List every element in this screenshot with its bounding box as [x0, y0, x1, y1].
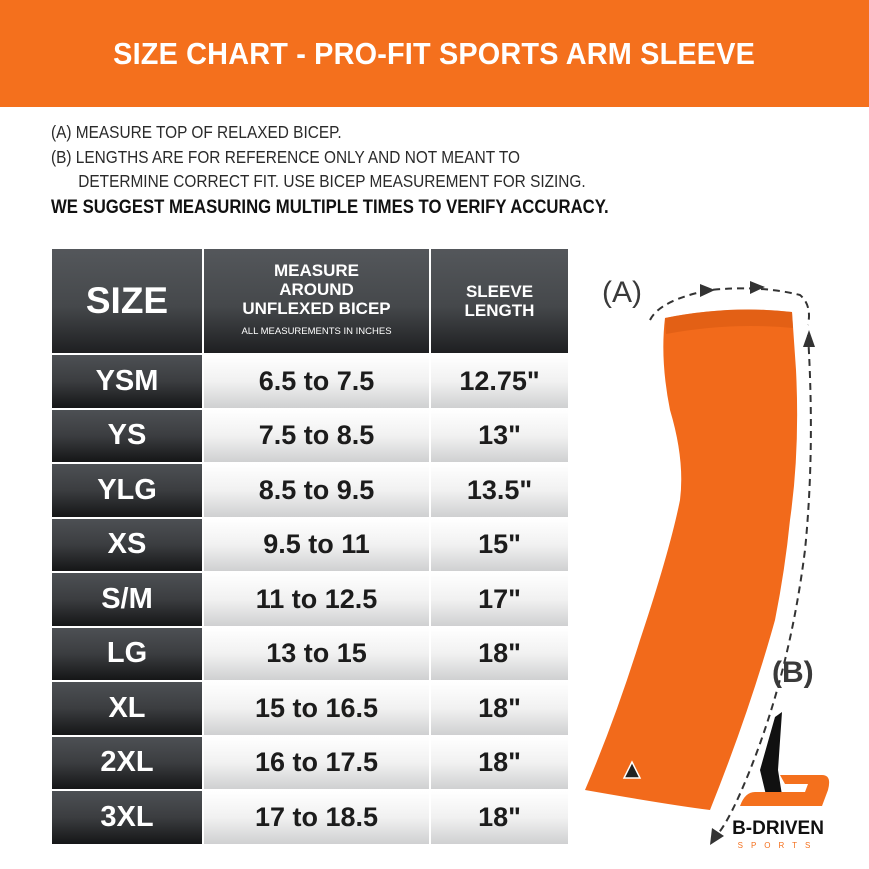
- cell-size: YSM: [52, 355, 202, 408]
- cell-bicep: 13 to 15: [204, 627, 429, 680]
- header-measure-note: ALL MEASUREMENTS IN INCHES: [241, 326, 392, 337]
- size-chart-table: SIZE MEASURE AROUND UNFLEXED BICEP ALL M…: [50, 247, 570, 846]
- cell-bicep: 8.5 to 9.5: [204, 464, 429, 517]
- label-b: (B): [772, 656, 814, 689]
- cell-bicep: 17 to 18.5: [204, 791, 429, 844]
- cell-length: 13": [431, 409, 568, 462]
- page-title: SIZE CHART - PRO-FIT SPORTS ARM SLEEVE: [113, 35, 756, 71]
- measuring-notes: (A) MEASURE TOP OF RELAXED BICEP. (B) LE…: [51, 120, 609, 220]
- cell-bicep: 11 to 12.5: [204, 573, 429, 626]
- cell-size: YS: [52, 409, 202, 462]
- cell-size: S/M: [52, 573, 202, 626]
- cell-size: 3XL: [52, 791, 202, 844]
- table-row: LG 13 to 15 18": [52, 627, 568, 680]
- cell-size: 2XL: [52, 736, 202, 789]
- header-measure: MEASURE AROUND UNFLEXED BICEP ALL MEASUR…: [204, 249, 429, 353]
- header-length-label: SLEEVE LENGTH: [464, 282, 535, 320]
- label-a: (A): [602, 276, 642, 309]
- cell-size: XL: [52, 682, 202, 735]
- cell-size: XS: [52, 518, 202, 571]
- table-row: 2XL 16 to 17.5 18": [52, 736, 568, 789]
- cell-bicep: 15 to 16.5: [204, 682, 429, 735]
- title-banner: SIZE CHART - PRO-FIT SPORTS ARM SLEEVE: [0, 0, 869, 107]
- cell-length: 12.75": [431, 355, 568, 408]
- cell-bicep: 7.5 to 8.5: [204, 409, 429, 462]
- brand-name: B-DRIVEN: [732, 818, 824, 839]
- header-length: SLEEVE LENGTH: [431, 249, 568, 353]
- cell-length: 17": [431, 573, 568, 626]
- cell-bicep: 9.5 to 11: [204, 518, 429, 571]
- table-row: S/M 11 to 12.5 17": [52, 573, 568, 626]
- brand-sub: SPORTS: [738, 841, 819, 850]
- cell-length: 18": [431, 682, 568, 735]
- sleeve-diagram: (A) (B) B-DRIVEN SPORTS: [585, 276, 830, 850]
- note-suggest: WE SUGGEST MEASURING MULTIPLE TIMES TO V…: [51, 196, 609, 218]
- table-row: XS 9.5 to 11 15": [52, 518, 568, 571]
- cell-bicep: 16 to 17.5: [204, 736, 429, 789]
- cell-bicep: 6.5 to 7.5: [204, 355, 429, 408]
- table-row: YS 7.5 to 8.5 13": [52, 409, 568, 462]
- note-b-line2: DETERMINE CORRECT FIT. USE BICEP MEASURE…: [78, 171, 586, 191]
- header-measure-label: MEASURE AROUND UNFLEXED BICEP: [242, 261, 391, 318]
- cell-length: 18": [431, 736, 568, 789]
- cell-length: 13.5": [431, 464, 568, 517]
- length-measure-line: [716, 334, 812, 836]
- header-size: SIZE: [52, 249, 202, 353]
- table-row: YSM 6.5 to 7.5 12.75": [52, 355, 568, 408]
- brand-logo: B-DRIVEN SPORTS: [732, 712, 830, 850]
- table-row: YLG 8.5 to 9.5 13.5": [52, 464, 568, 517]
- sleeve-shape: [585, 309, 798, 810]
- cell-length: 15": [431, 518, 568, 571]
- table-row: XL 15 to 16.5 18": [52, 682, 568, 735]
- note-a: (A) MEASURE TOP OF RELAXED BICEP.: [51, 122, 342, 142]
- cell-length: 18": [431, 627, 568, 680]
- logo-badge-icon: [622, 760, 642, 779]
- note-b-line1: (B) LENGTHS ARE FOR REFERENCE ONLY AND N…: [51, 146, 520, 167]
- cell-length: 18": [431, 791, 568, 844]
- table-row: 3XL 17 to 18.5 18": [52, 791, 568, 844]
- cell-size: YLG: [52, 464, 202, 517]
- cell-size: LG: [52, 627, 202, 680]
